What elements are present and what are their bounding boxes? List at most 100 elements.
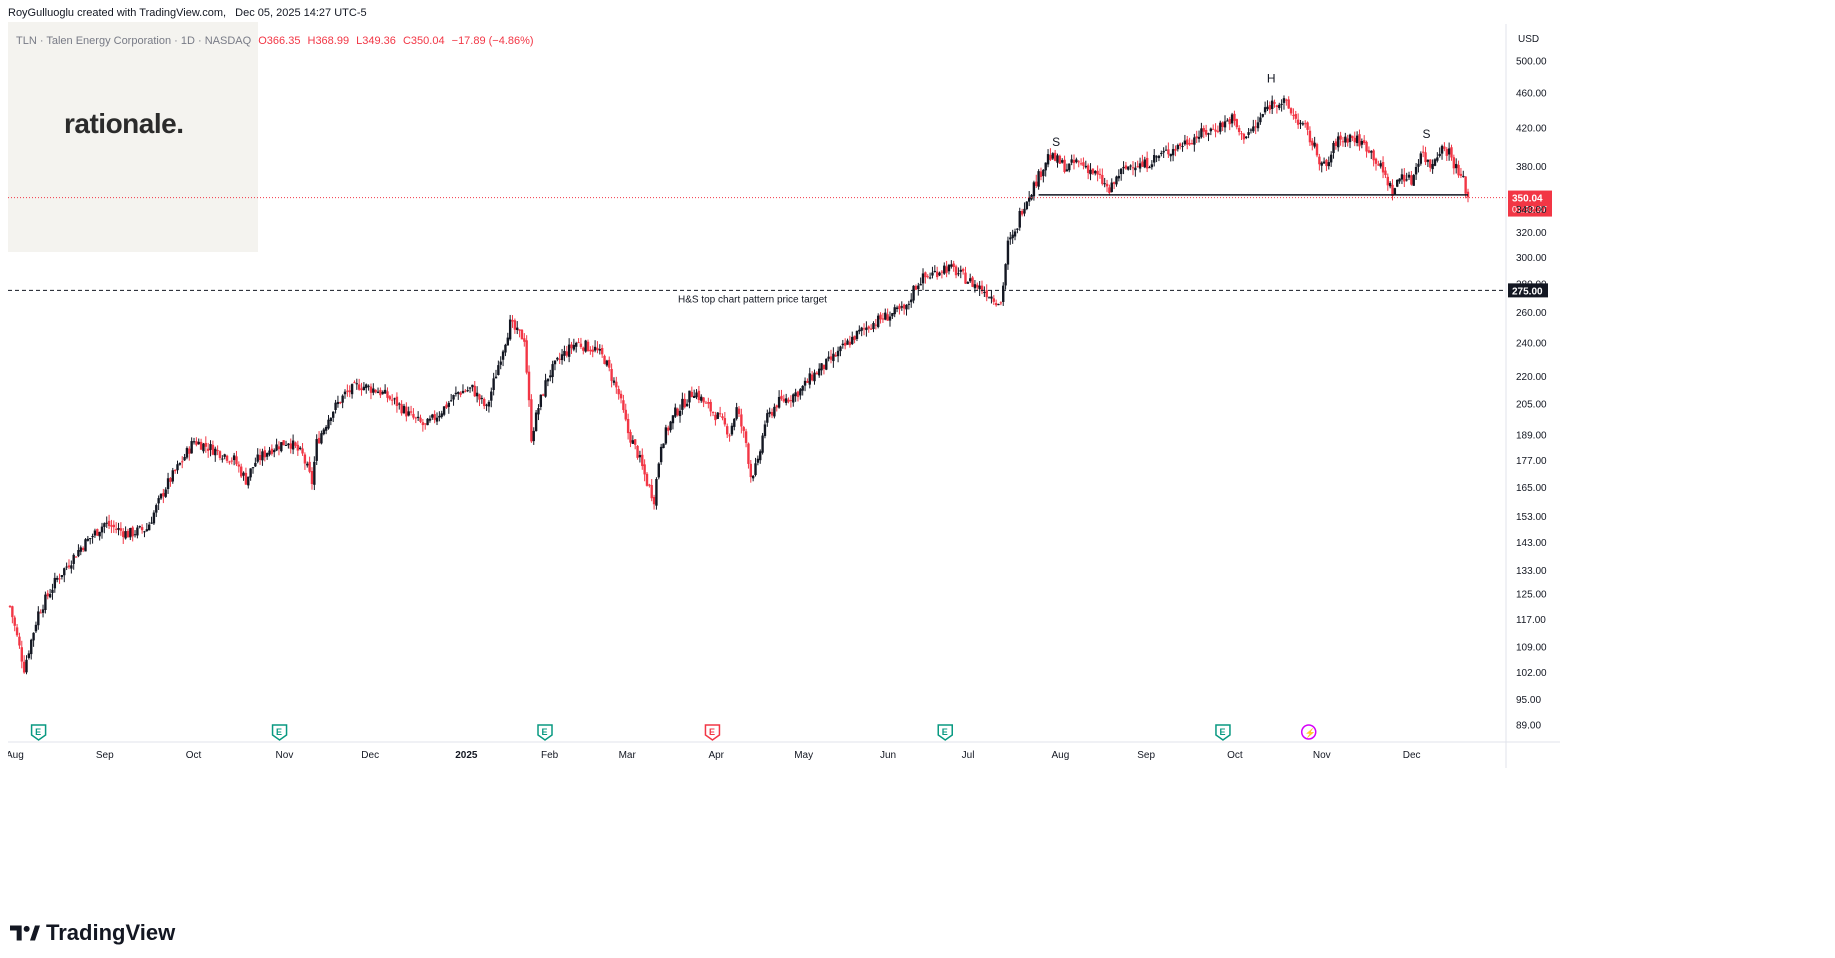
candle-body xyxy=(294,442,297,446)
candle-body xyxy=(478,394,481,400)
candle-body xyxy=(1455,163,1458,169)
symbol-legend[interactable]: TLN · Talen Energy Corporation · 1D · NA… xyxy=(16,35,534,47)
candle-body xyxy=(412,413,415,418)
candle-body xyxy=(499,361,502,365)
candle-body xyxy=(1077,161,1080,163)
candle-body xyxy=(221,458,224,460)
candle-body xyxy=(678,410,682,417)
candle-body xyxy=(697,390,701,400)
candle-body xyxy=(843,342,847,346)
candle-body xyxy=(1037,171,1040,187)
chart-area[interactable]: H&S top chart pattern price target 275.00… xyxy=(6,24,1826,908)
candle-body xyxy=(969,278,972,282)
candle-body xyxy=(1202,128,1205,132)
candle-body xyxy=(315,439,318,461)
candle-body xyxy=(501,351,505,360)
candle-body xyxy=(910,299,913,303)
candle-body xyxy=(1119,168,1123,175)
y-tick-label: 205.00 xyxy=(1516,399,1547,410)
candle-body xyxy=(1256,122,1260,129)
candle-body xyxy=(1216,130,1220,132)
candle-body xyxy=(440,413,443,417)
y-tick-label: 380.00 xyxy=(1516,162,1547,173)
candle-body xyxy=(1400,174,1404,180)
candle-body xyxy=(1016,228,1019,230)
pattern-label: H xyxy=(1267,71,1276,85)
candle-body xyxy=(1381,161,1385,173)
x-tick-label: Jun xyxy=(880,750,896,761)
candle-body xyxy=(860,327,863,331)
price-chart[interactable]: H&S top chart pattern price target 275.00… xyxy=(6,24,1826,908)
candle-body xyxy=(747,443,750,464)
candle-body xyxy=(1233,113,1236,121)
candle-body xyxy=(1011,234,1014,239)
candle-body xyxy=(324,426,328,431)
candle-body xyxy=(442,406,446,415)
candle-body xyxy=(72,554,75,564)
x-tick-label: Apr xyxy=(708,750,724,761)
candle-body xyxy=(129,528,132,538)
candle-body xyxy=(919,283,922,286)
candle-body xyxy=(89,538,92,540)
candle-body xyxy=(1346,138,1349,143)
candle-body xyxy=(742,427,745,431)
candle-body xyxy=(1084,165,1088,168)
candle-body xyxy=(452,394,455,400)
candle-body xyxy=(1306,122,1309,130)
candle-body xyxy=(803,380,807,386)
candle-body xyxy=(110,525,113,527)
y-tick-label: 420.00 xyxy=(1516,123,1547,134)
candle-body xyxy=(990,296,993,299)
candle-body xyxy=(928,277,932,279)
candle-body xyxy=(789,400,793,402)
candle-body xyxy=(728,435,731,437)
candle-body xyxy=(714,414,717,421)
candle-body xyxy=(1426,159,1430,162)
candle-body xyxy=(1353,137,1356,143)
candle-body xyxy=(1200,128,1203,138)
candle-body xyxy=(504,344,507,353)
candle-body xyxy=(372,388,375,393)
y-tick-label: 143.00 xyxy=(1516,538,1547,549)
candle-body xyxy=(374,389,377,393)
overlay-layer: H&S top chart pattern price target 275.00… xyxy=(8,71,1552,741)
candle-body xyxy=(341,395,344,403)
candle-body xyxy=(34,624,38,632)
candle-body xyxy=(638,455,642,458)
candle-body xyxy=(1278,104,1281,109)
candle-body xyxy=(876,315,880,327)
candle-body xyxy=(480,397,484,399)
candle-body xyxy=(181,461,184,463)
candle-body xyxy=(773,406,776,417)
candle-body xyxy=(1388,182,1392,187)
watermark-logo: rationale. xyxy=(64,108,184,139)
candle-body xyxy=(1138,163,1142,169)
candle-body xyxy=(183,456,186,461)
candle-body xyxy=(652,496,656,505)
candle-body xyxy=(13,617,16,626)
candle-body xyxy=(676,408,679,416)
candle-body xyxy=(655,479,658,506)
candle-body xyxy=(940,271,944,273)
candle-body xyxy=(1398,178,1401,182)
candle-body xyxy=(86,538,90,541)
candle-body xyxy=(1433,159,1437,166)
candle-body xyxy=(749,463,752,478)
candle-body xyxy=(114,528,118,530)
x-tick-label: Oct xyxy=(186,750,202,761)
tradingview-logo-icon xyxy=(10,925,40,941)
candle-body xyxy=(1212,128,1215,130)
tradingview-brand[interactable]: TradingView xyxy=(10,920,175,946)
y-tick-label: 220.00 xyxy=(1516,372,1547,383)
candle-body xyxy=(723,418,727,425)
candle-body xyxy=(780,395,783,399)
candle-body xyxy=(1020,210,1024,215)
candles-layer xyxy=(8,95,1470,675)
candle-body xyxy=(709,401,712,412)
candle-body xyxy=(103,523,106,527)
candle-body xyxy=(386,391,389,398)
candle-body xyxy=(1228,118,1231,125)
candle-body xyxy=(591,349,594,352)
candle-body xyxy=(25,659,28,673)
candle-body xyxy=(91,535,94,538)
